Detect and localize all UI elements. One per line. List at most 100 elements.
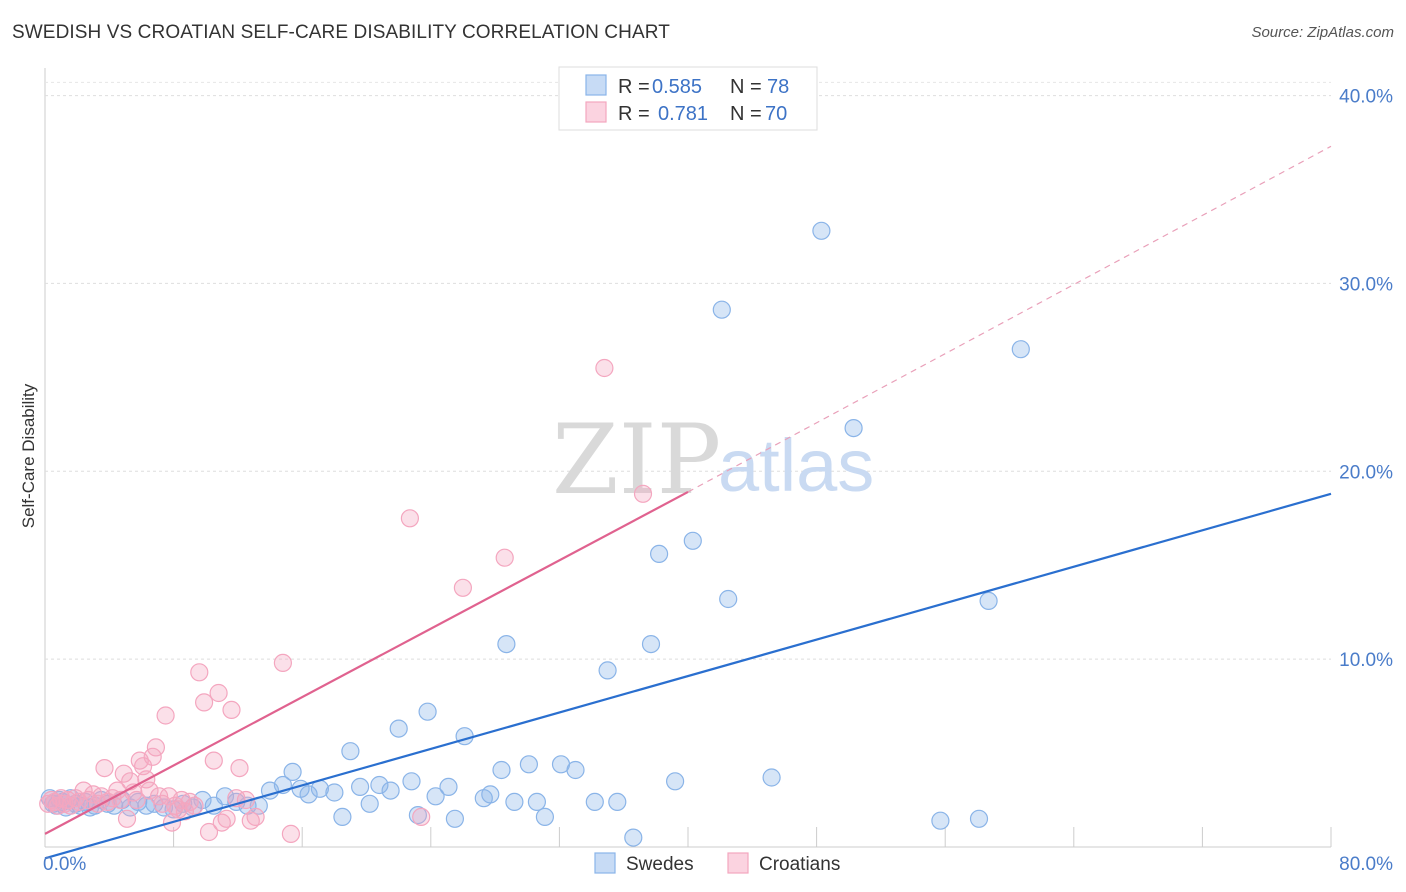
y-tick-label-3: 40.0% — [1339, 87, 1393, 108]
swede-point-66 — [649, 544, 669, 564]
swede-point-34 — [299, 785, 318, 804]
swede-point-46 — [418, 702, 437, 721]
watermark-atlas: atlas — [718, 424, 874, 507]
swedes-trend-line — [44, 492, 1332, 860]
croatian-point-45 — [204, 751, 223, 770]
swede-point-62 — [598, 661, 617, 680]
swedes-points — [40, 221, 1030, 847]
swede-point-77 — [1011, 340, 1030, 359]
bottom-legend: Swedes Croatians — [594, 852, 840, 875]
swede-point-60 — [566, 760, 585, 780]
croatian-point-24 — [127, 790, 146, 810]
swede-point-70 — [719, 589, 738, 609]
swede-point-65 — [641, 634, 661, 654]
swede-point-26 — [215, 787, 235, 806]
croatian-point-20 — [114, 764, 133, 783]
swede-point-52 — [481, 785, 500, 804]
croatian-point-39 — [175, 802, 194, 821]
x-tick-label-1: 80.0% — [1339, 854, 1393, 875]
swede-point-58 — [535, 807, 555, 827]
croatian-point-56 — [281, 824, 300, 844]
croatian-point-59 — [453, 578, 472, 597]
croatian-point-57 — [400, 509, 419, 528]
legend-r-label-1: R = — [618, 76, 650, 98]
croatian-point-41 — [185, 796, 204, 815]
watermark: ZIP atlas — [552, 404, 874, 516]
legend-swatch-croatians — [585, 101, 607, 123]
legend-n-label-2: N = — [730, 103, 762, 125]
croatian-point-46 — [209, 683, 228, 703]
y-axis-title: Self-Care Disability — [19, 383, 38, 528]
swede-point-55 — [505, 792, 524, 812]
swede-point-43 — [389, 719, 408, 738]
swede-point-48 — [439, 777, 458, 797]
croatian-point-43 — [195, 693, 214, 712]
legend-n-label-1: N = — [730, 76, 762, 98]
swede-point-71 — [762, 768, 781, 787]
legend-n-value-2: 70 — [765, 103, 787, 125]
swede-point-76 — [979, 591, 998, 611]
watermark-zip: ZIP — [552, 404, 721, 516]
source-credit: Source: ZipAtlas.com — [1251, 24, 1394, 41]
legend-r-value-1: 0.585 — [652, 76, 702, 98]
legend: R = 0.585 N = 78 R = 0.781 N = 70 — [558, 66, 818, 131]
croatian-point-54 — [246, 807, 265, 827]
swede-point-67 — [665, 772, 685, 791]
croatian-point-61 — [595, 358, 614, 378]
swede-point-39 — [351, 777, 370, 797]
swede-point-73 — [844, 419, 863, 438]
trend-lines — [44, 145, 1332, 860]
swede-point-69 — [712, 300, 731, 319]
bottom-legend-swatch-swedes — [594, 852, 616, 874]
swede-point-49 — [445, 809, 464, 828]
swede-point-56 — [519, 755, 539, 774]
croatian-point-49 — [222, 700, 241, 720]
swede-point-63 — [608, 792, 627, 812]
swede-point-47 — [426, 787, 445, 806]
y-tick-label-1: 20.0% — [1339, 462, 1393, 483]
y-tick-label-0: 10.0% — [1339, 650, 1393, 671]
swede-point-41 — [370, 775, 389, 795]
swede-point-74 — [931, 811, 950, 830]
swede-point-37 — [333, 807, 352, 827]
legend-r-label-2: R = — [618, 103, 650, 125]
croatian-point-58 — [412, 807, 431, 827]
y-tick-label-2: 30.0% — [1339, 274, 1393, 295]
croatian-point-51 — [230, 758, 249, 778]
x-tick-label-0: 0.0% — [43, 854, 86, 875]
bottom-legend-swatch-croatians — [727, 852, 749, 874]
legend-n-value-1: 78 — [767, 76, 789, 98]
swede-point-68 — [683, 531, 702, 550]
swede-point-36 — [325, 783, 344, 802]
swede-point-64 — [624, 828, 643, 847]
legend-swatch-swedes — [585, 74, 607, 96]
swede-point-57 — [527, 792, 547, 812]
swede-point-72 — [812, 221, 831, 240]
croatian-point-33 — [156, 706, 175, 725]
chart-title: SWEDISH VS CROATIAN SELF-CARE DISABILITY… — [12, 22, 670, 43]
croatian-point-15 — [95, 758, 114, 778]
legend-r-value-2: 0.781 — [658, 103, 708, 125]
croatian-point-21 — [117, 809, 137, 828]
croatian-point-48 — [217, 809, 236, 828]
croatian-point-42 — [190, 663, 209, 682]
swede-point-32 — [283, 762, 302, 782]
croatian-point-30 — [146, 738, 165, 757]
swede-point-42 — [381, 781, 400, 800]
croatian-point-4 — [51, 789, 71, 808]
swede-point-54 — [497, 634, 516, 654]
croatians-trend-extension — [687, 145, 1332, 493]
bottom-legend-croatians: Croatians — [759, 854, 840, 875]
croatian-point-44 — [199, 822, 219, 842]
swede-point-61 — [585, 792, 604, 812]
swede-point-38 — [341, 742, 360, 761]
swede-point-75 — [969, 809, 989, 828]
croatian-point-10 — [74, 781, 93, 800]
tick-labels: 10.0% 20.0% 30.0% 40.0% 0.0% 80.0% — [43, 87, 1393, 875]
swede-point-44 — [402, 772, 421, 791]
croatian-point-55 — [273, 653, 292, 673]
swede-point-40 — [360, 794, 379, 813]
croatians-trend-line — [44, 490, 689, 835]
croatian-point-62 — [633, 484, 653, 503]
